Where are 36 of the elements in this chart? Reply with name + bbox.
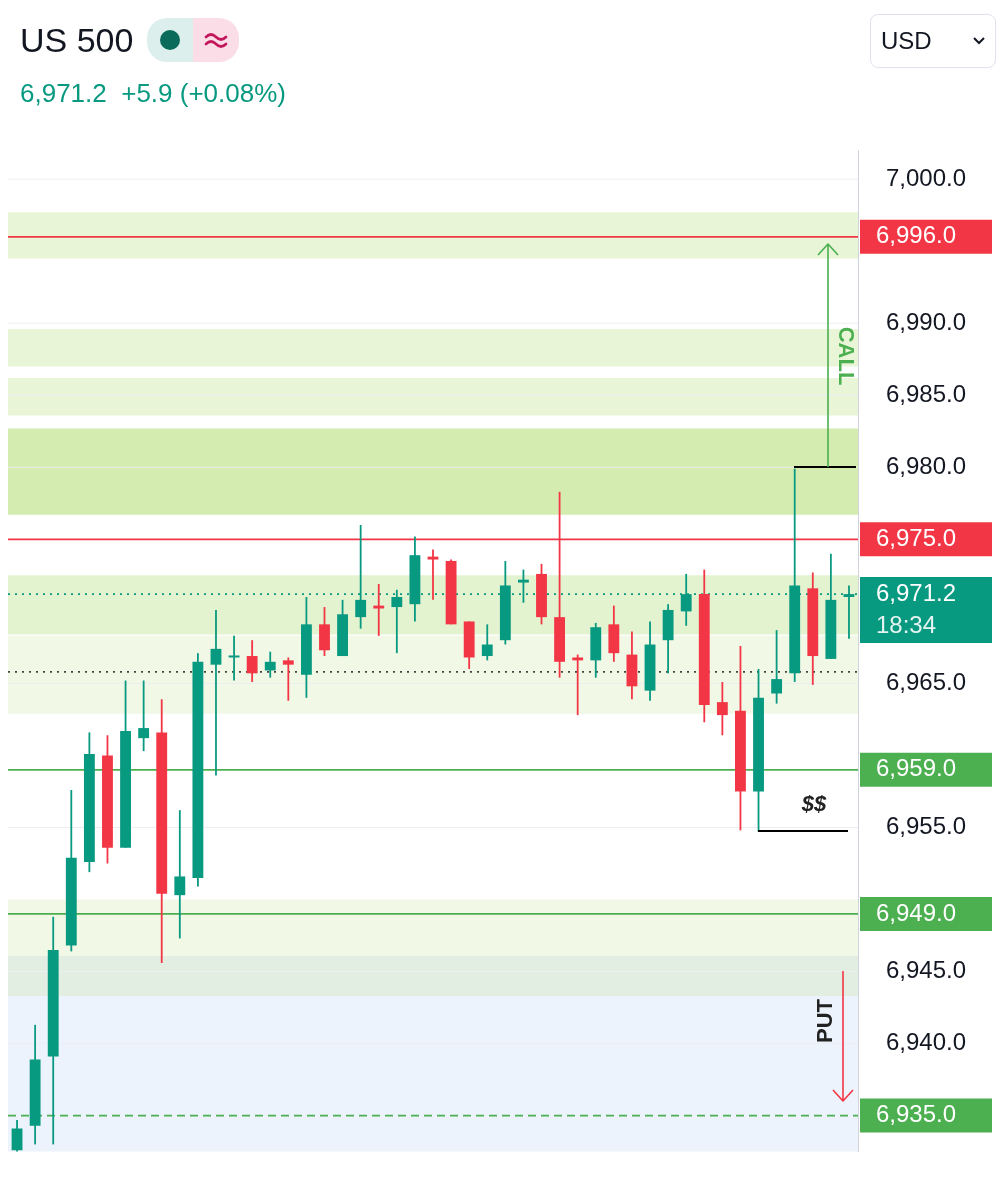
y-tick-label: 7,000.0: [886, 163, 967, 191]
candlestick: [518, 568, 529, 604]
candlestick: [138, 679, 150, 753]
candlestick: [481, 623, 493, 662]
annotation: $$: [800, 791, 827, 816]
ref-line-label: 6,996.0: [876, 221, 957, 249]
candlestick: [228, 634, 240, 682]
candlestick: [264, 650, 276, 679]
annotation: PUT: [811, 998, 837, 1043]
text: 18:34: [876, 610, 937, 638]
ref-line-label: 6,959.0: [876, 754, 957, 782]
ref-line-label: 6,971.2: [876, 578, 957, 606]
candlestick: [174, 809, 186, 940]
ref-line-label: 6,935.0: [876, 1100, 957, 1128]
candlestick: [373, 583, 385, 637]
y-tick-label: 6,985.0: [886, 379, 967, 407]
candlestick: [427, 548, 439, 601]
ref-line-label: 6,949.0: [876, 898, 957, 926]
candlestick: [11, 1119, 23, 1153]
annotation: CALL: [833, 326, 859, 386]
candlestick: [282, 656, 294, 702]
candlestick: [246, 639, 258, 683]
candlestick: [716, 681, 728, 737]
candlestick: [572, 653, 584, 717]
y-tick-label: 6,980.0: [886, 451, 967, 479]
chart-subtitle: 6,971.2 +5.9 (+0.08%): [20, 78, 286, 109]
y-tick-label: 6,965.0: [886, 668, 967, 696]
y-tick-label: 6,955.0: [886, 812, 967, 840]
candlestick: [210, 609, 222, 777]
text: USD: [881, 27, 932, 55]
y-tick-label: 6,940.0: [886, 1028, 967, 1056]
chart-title: US 500: [20, 20, 134, 60]
ref-line-label: 6,975.0: [876, 523, 957, 551]
candlestick: [771, 629, 783, 705]
y-tick-label: 6,990.0: [886, 307, 967, 335]
y-tick-label: 6,945.0: [886, 956, 967, 984]
